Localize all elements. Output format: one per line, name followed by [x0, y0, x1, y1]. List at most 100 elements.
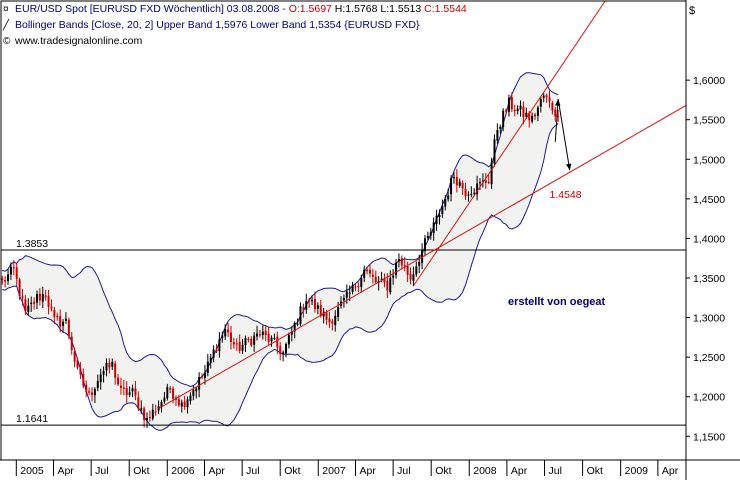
candle-body	[148, 417, 151, 419]
y-tick-label: 1,3000	[693, 313, 725, 325]
candle-body	[551, 102, 554, 111]
candle-body	[484, 180, 487, 183]
candle-body	[479, 182, 482, 184]
candle-body	[418, 262, 421, 266]
candle	[305, 293, 308, 314]
bollinger-upper-band	[2, 72, 559, 388]
candle	[99, 368, 102, 390]
candle-body	[331, 321, 334, 324]
candle	[9, 262, 12, 280]
candle	[545, 93, 548, 103]
candle	[285, 342, 288, 358]
candle-body	[247, 338, 250, 340]
candle-body	[516, 108, 519, 112]
candle	[302, 303, 305, 318]
candle-body	[545, 95, 548, 98]
candle-body	[510, 97, 513, 110]
y-tick-label: 1,2500	[693, 352, 725, 364]
candle	[351, 281, 354, 295]
legend-bollinger-text: Bollinger Bands [Close, 20, 2] Upper Ban…	[15, 19, 420, 31]
candle	[366, 266, 369, 275]
candle-body	[102, 370, 105, 375]
candle-body	[337, 306, 340, 318]
candle	[140, 400, 143, 414]
candle-body	[76, 360, 79, 368]
candle-body	[172, 388, 175, 399]
candle	[423, 235, 426, 257]
candle	[261, 325, 264, 340]
candle	[27, 298, 30, 316]
candle	[227, 322, 230, 337]
candle-body	[35, 294, 38, 303]
x-tick-label: Okt	[587, 465, 603, 477]
candle	[499, 124, 502, 134]
candle	[137, 391, 140, 412]
candle-body	[203, 372, 206, 379]
candle	[392, 269, 395, 285]
candle	[64, 312, 67, 324]
candle	[229, 325, 232, 350]
candle-body	[229, 332, 232, 342]
candle-body	[441, 206, 444, 215]
candle-body	[119, 385, 122, 389]
candle-body	[290, 331, 293, 335]
candle-body	[282, 352, 285, 354]
candle	[412, 266, 415, 287]
candle-body	[27, 305, 30, 313]
candle	[539, 96, 542, 113]
candle-body	[464, 189, 467, 197]
candle	[143, 406, 146, 428]
candle	[418, 254, 421, 274]
candle	[253, 332, 256, 352]
candle	[505, 108, 508, 115]
candle	[421, 243, 424, 270]
candle-body	[487, 182, 490, 184]
candle-body	[12, 267, 15, 269]
candle-body	[293, 323, 296, 332]
candle	[33, 297, 36, 310]
candle	[160, 399, 163, 413]
candle	[119, 377, 122, 395]
y-tick-label: 1,4500	[693, 194, 725, 206]
candle-body	[195, 388, 198, 392]
candle-body	[525, 112, 528, 117]
candle	[354, 283, 357, 292]
candle-body	[276, 336, 279, 348]
candle	[264, 324, 267, 341]
candle-body	[91, 392, 94, 395]
candle-body	[180, 402, 183, 407]
candle-body	[302, 307, 305, 310]
trendline-steep	[412, 0, 606, 287]
candle	[244, 335, 247, 353]
candle-body	[41, 294, 44, 302]
candle-body	[316, 305, 319, 309]
candle-body	[397, 258, 400, 262]
candle-body	[209, 357, 212, 363]
candle-body	[406, 266, 409, 275]
candle	[455, 169, 458, 193]
candle-body	[253, 335, 256, 345]
candle-series-icon: ¤	[3, 4, 9, 15]
legend-instrument: ¤ EUR/USD Spot [EURUSD FXD Wöchentlich] 0…	[3, 3, 467, 16]
candle-body	[212, 349, 215, 358]
candle-body	[117, 377, 120, 385]
candle	[91, 387, 94, 402]
candle-body	[70, 336, 73, 351]
candle	[470, 186, 473, 198]
candle-body	[383, 278, 386, 283]
candle-body	[67, 319, 70, 337]
arrow-head	[566, 163, 572, 171]
candle-body	[447, 195, 450, 200]
candle	[18, 277, 21, 301]
candle	[513, 104, 516, 117]
y-tick-label: 1,3500	[693, 273, 725, 285]
candle	[4, 276, 7, 288]
candle-body	[400, 258, 403, 266]
candle	[203, 365, 206, 385]
candle-body	[261, 331, 264, 335]
candle	[270, 335, 273, 347]
candle-body	[539, 99, 542, 107]
arrow-shaft	[554, 99, 559, 142]
